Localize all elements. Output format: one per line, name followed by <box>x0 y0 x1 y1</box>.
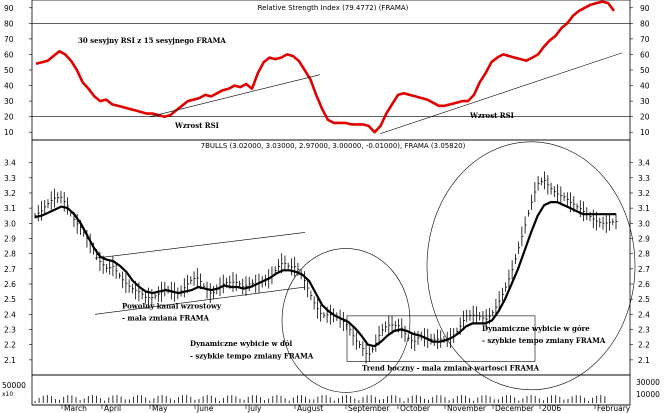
price-ytick-left: 3.3 <box>4 174 16 183</box>
rsi-trend-line <box>149 74 321 117</box>
rsi-ytick-left: 50 <box>4 66 14 75</box>
month-label: 2006 <box>542 404 561 413</box>
price-ytick-right: 3.3 <box>638 174 650 183</box>
rsi-line <box>35 0 616 134</box>
price-ytick-right: 2.6 <box>638 280 650 289</box>
rsi-ytick-right: 60 <box>640 50 650 59</box>
price-ytick-left: 3.0 <box>4 219 16 228</box>
rsi-ytick-left: 40 <box>4 82 14 91</box>
price-ytick-right: 2.1 <box>638 356 650 365</box>
rsi-ytick-left: 20 <box>4 113 14 122</box>
price-ytick-right: 2.5 <box>638 295 650 304</box>
annotation-breakout: Dynamiczne wybicie w góre <box>482 324 590 333</box>
price-ytick-left: 3.4 <box>4 159 16 168</box>
volume-left-label: 50000 <box>2 381 26 390</box>
price-ytick-right: 2.2 <box>638 341 650 350</box>
price-ytick-right: 2.4 <box>638 310 650 319</box>
volume-right-label: 30000 <box>636 378 660 387</box>
rsi-title: Relative Strength Index (79.4772) (FRAMA… <box>258 4 409 12</box>
month-label: July <box>247 404 262 413</box>
month-label: April <box>104 404 121 413</box>
price-ytick-left: 2.2 <box>4 341 16 350</box>
price-ytick-left: 2.1 <box>4 356 16 365</box>
volume-frame <box>31 374 631 406</box>
rsi-ytick-left: 30 <box>4 97 14 106</box>
rsi-ytick-left: 10 <box>4 128 14 137</box>
price-ytick-left: 3.2 <box>4 189 16 198</box>
rsi-frame <box>31 0 631 141</box>
price-ytick-right: 2.8 <box>638 250 650 259</box>
price-ytick-right: 2.9 <box>638 234 650 243</box>
volume-right-label-2: 10000 <box>636 390 660 399</box>
price-ytick-left: 2.4 <box>4 310 16 319</box>
month-label: November <box>447 404 487 413</box>
channel-upper-line <box>94 232 306 259</box>
volume-left-scale: x10 <box>2 391 13 398</box>
month-label: May <box>152 404 168 413</box>
frama-line <box>34 201 616 348</box>
price-title: 7BULLS (3.02000, 3.03000, 2.97000, 3.000… <box>201 142 466 150</box>
price-ytick-right: 3.2 <box>638 189 650 198</box>
price-ytick-right: 2.7 <box>638 265 650 274</box>
annotation-channel: Powolny kanal wzrostowy <box>122 301 222 310</box>
annotation-sideways: Trend boczny - mala zmiana wartosci FRAM… <box>362 363 540 372</box>
price-ytick-left: 2.8 <box>4 250 16 259</box>
breakdown-circle <box>281 248 411 393</box>
breakout-circle <box>426 141 636 391</box>
rsi-trend-line <box>379 52 623 135</box>
price-ytick-left: 2.5 <box>4 295 16 304</box>
month-label: March <box>64 404 87 413</box>
rsi-annotation-growth-1: Wzrost RSI <box>174 121 219 130</box>
rsi-panel: Relative Strength Index (79.4772) (FRAMA… <box>31 0 631 141</box>
price-ytick-right: 2.3 <box>638 326 650 335</box>
annotation-breakdown: Dynamiczne wybicie w dól <box>190 339 293 348</box>
channel-lower-line <box>94 286 306 315</box>
month-label: February <box>597 404 631 413</box>
price-ytick-left: 3.1 <box>4 204 16 213</box>
price-ytick-left: 2.3 <box>4 326 16 335</box>
rsi-ytick-right: 10 <box>640 128 650 137</box>
rsi-ytick-right: 90 <box>640 4 650 13</box>
rsi-annotation-growth-2: Wzrost RSI <box>469 111 514 120</box>
rsi-ytick-right: 80 <box>640 19 650 28</box>
price-ytick-right: 3.1 <box>638 204 650 213</box>
month-label: October <box>400 404 431 413</box>
month-label: September <box>348 404 390 413</box>
rsi-ytick-left: 60 <box>4 50 14 59</box>
sideways-box <box>346 315 536 362</box>
annotation-breakdown-sub: - szybkie tempo zmiany FRAMA <box>190 351 314 360</box>
rsi-annotation-main: 30 sesyjny RSI z 15 sesyjnego FRAMA <box>78 36 226 45</box>
rsi-ytick-left: 90 <box>4 4 14 13</box>
month-label: August <box>297 404 323 413</box>
rsi-ytick-right: 70 <box>640 35 650 44</box>
rsi-ytick-left: 80 <box>4 19 14 28</box>
month-label: December <box>495 404 535 413</box>
price-ytick-left: 2.9 <box>4 234 16 243</box>
rsi-ytick-right: 40 <box>640 82 650 91</box>
price-ytick-right: 3.4 <box>638 159 650 168</box>
month-label: June <box>196 404 214 413</box>
rsi-ytick-right: 30 <box>640 97 650 106</box>
price-ytick-right: 3.0 <box>638 219 650 228</box>
annotation-breakout-sub: - szybkie tempo zmiany FRAMA <box>482 336 606 345</box>
rsi-ytick-right: 50 <box>640 66 650 75</box>
price-ytick-left: 2.7 <box>4 265 16 274</box>
annotation-channel-sub: - mala zmiana FRAMA <box>122 313 210 322</box>
price-ytick-left: 2.6 <box>4 280 16 289</box>
rsi-ytick-left: 70 <box>4 35 14 44</box>
rsi-ytick-right: 20 <box>640 113 650 122</box>
chart-marks: 10 10 20 20 30 30 40 40 50 50 60 60 70 70 80 80 90 90 30 s… <box>4 0 650 413</box>
